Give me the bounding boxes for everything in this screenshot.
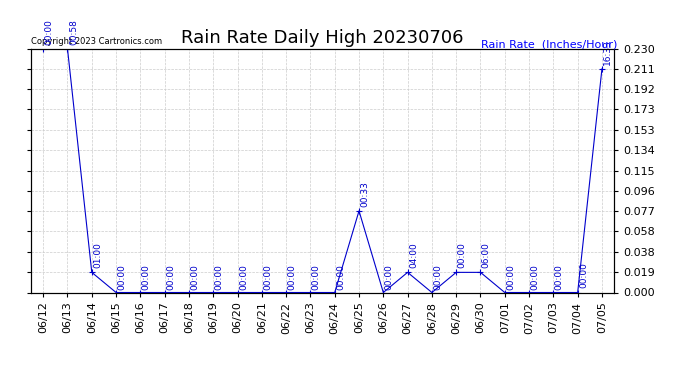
Text: 00:00: 00:00: [215, 264, 224, 290]
Text: 00:00: 00:00: [166, 264, 175, 290]
Text: Rain Rate  (Inches/Hour): Rain Rate (Inches/Hour): [481, 39, 618, 50]
Text: 00:33: 00:33: [360, 181, 369, 207]
Text: 00:00: 00:00: [239, 264, 248, 290]
Text: 00:00: 00:00: [385, 264, 394, 290]
Text: 00:00: 00:00: [506, 264, 515, 290]
Text: 06:00: 06:00: [482, 242, 491, 268]
Text: 00:00: 00:00: [555, 264, 564, 290]
Text: 16:33: 16:33: [603, 39, 612, 65]
Text: 00:00: 00:00: [190, 264, 199, 290]
Text: 01:00: 01:00: [93, 242, 102, 268]
Text: 00:00: 00:00: [288, 264, 297, 290]
Text: 00:00: 00:00: [45, 19, 54, 45]
Text: 00:00: 00:00: [312, 264, 321, 290]
Text: 00:00: 00:00: [141, 264, 150, 290]
Text: 00:00: 00:00: [263, 264, 273, 290]
Title: Rain Rate Daily High 20230706: Rain Rate Daily High 20230706: [181, 29, 464, 47]
Text: 00:00: 00:00: [117, 264, 126, 290]
Text: 04:00: 04:00: [409, 243, 418, 268]
Text: 00:00: 00:00: [433, 264, 442, 290]
Text: Copyright 2023 Cartronics.com: Copyright 2023 Cartronics.com: [31, 38, 162, 46]
Text: 00:58: 00:58: [69, 19, 78, 45]
Text: 00:00: 00:00: [457, 242, 466, 268]
Text: 00:00: 00:00: [531, 264, 540, 290]
Text: 00:00: 00:00: [579, 262, 588, 288]
Text: 00:00: 00:00: [336, 264, 345, 290]
